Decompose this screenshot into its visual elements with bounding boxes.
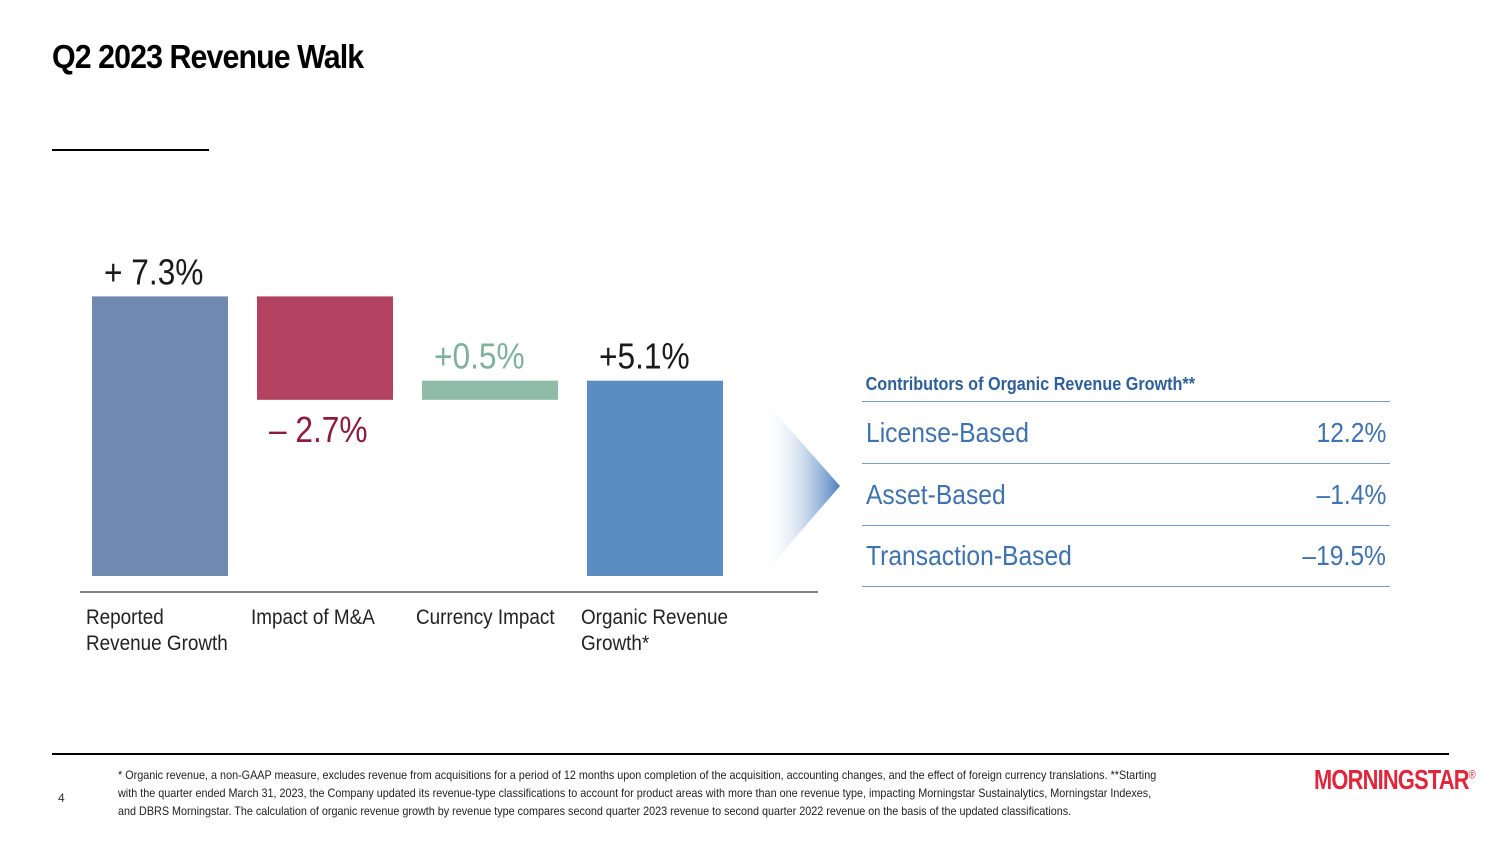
category-label: Revenue Growth: [86, 632, 228, 655]
bar: [587, 380, 723, 576]
organic-growth-contributors-table: Contributors of Organic Revenue Growth**…: [862, 374, 1390, 587]
table-row: Transaction-Based –19.5%: [862, 525, 1390, 587]
title-underline: [52, 149, 209, 151]
category-label: Organic Revenue: [581, 606, 728, 629]
bar: [257, 296, 393, 400]
registered-mark: ®: [1468, 767, 1476, 782]
row-value: 12.2%: [1316, 416, 1386, 448]
data-label: +0.5%: [434, 337, 525, 377]
row-value: –19.5%: [1302, 540, 1386, 571]
row-name: License-Based: [866, 416, 1030, 448]
category-label: Reported: [86, 606, 164, 629]
page-number: 4: [58, 791, 65, 805]
table-row: License-Based 12.2%: [862, 401, 1390, 463]
table-row: Asset-Based –1.4%: [862, 463, 1390, 525]
revenue-walk-chart: + 7.3% Reported Revenue Growth – 2.7% Impact…: [80, 253, 818, 655]
data-label: +5.1%: [599, 337, 690, 377]
category-label: Impact of M&A: [251, 606, 376, 629]
morningstar-logo: MORNINGSTAR®: [1314, 764, 1476, 796]
table-title: Contributors of Organic Revenue Growth**: [865, 374, 1196, 394]
row-name: Transaction-Based: [866, 540, 1072, 571]
row-name: Asset-Based: [866, 478, 1006, 510]
arrow-icon: [762, 398, 840, 576]
data-label: – 2.7%: [269, 410, 368, 450]
data-label: + 7.3%: [104, 253, 203, 293]
bar: [422, 380, 558, 400]
category-label: Currency Impact: [416, 606, 555, 629]
footnote: * Organic revenue, a non-GAAP measure, e…: [118, 768, 1157, 818]
bar: [92, 296, 228, 576]
logo-text: MORNINGSTAR: [1314, 764, 1470, 795]
row-value: –1.4%: [1316, 478, 1386, 510]
page-title: Q2 2023 Revenue Walk: [52, 38, 364, 75]
footer-divider: [52, 753, 1449, 755]
category-label: Growth*: [581, 632, 649, 655]
